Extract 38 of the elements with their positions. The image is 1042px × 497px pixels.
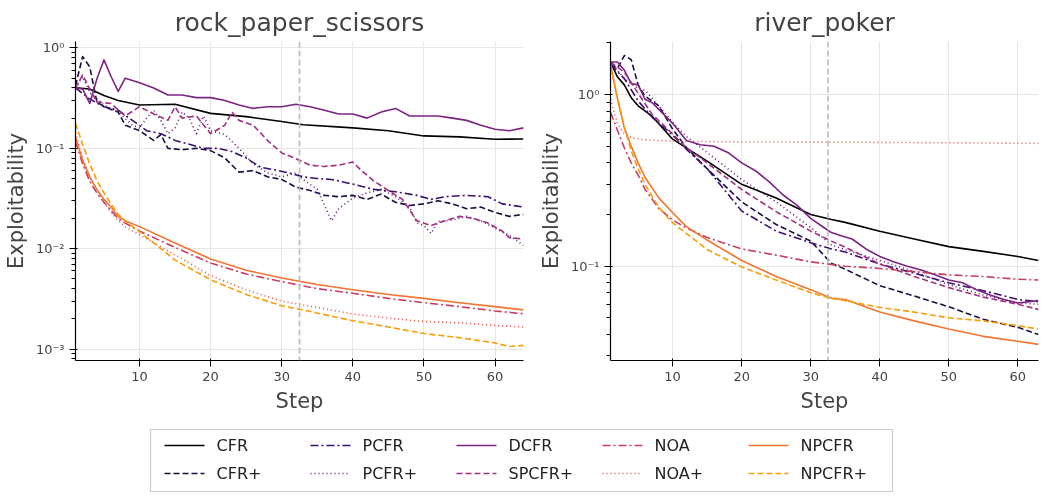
chart-title: river_poker bbox=[754, 7, 896, 37]
x-tick-label: 60 bbox=[486, 368, 504, 384]
x-tick-label: 10 bbox=[131, 368, 148, 384]
y-tick-label: 10⁻² bbox=[35, 241, 65, 257]
line-series bbox=[75, 87, 524, 141]
y-tick-label: 10⁰ bbox=[42, 40, 65, 56]
line-series bbox=[610, 111, 1039, 281]
legend-label: PCFR bbox=[362, 436, 404, 455]
legend-label: NPCFR+ bbox=[800, 464, 868, 483]
legend-label: CFR bbox=[216, 436, 248, 455]
line-series bbox=[75, 59, 524, 132]
x-tick-label: 30 bbox=[802, 368, 819, 384]
x-axis-title: Step bbox=[275, 388, 324, 413]
line-series bbox=[75, 87, 524, 208]
legend-label: CFR+ bbox=[216, 464, 262, 483]
x-tick-label: 40 bbox=[871, 368, 888, 384]
x-tick-label: 40 bbox=[344, 368, 362, 384]
x-tick-label: 20 bbox=[202, 368, 219, 384]
legend-label: NPCFR bbox=[800, 436, 854, 455]
x-tick-label: 10 bbox=[664, 368, 681, 384]
y-tick-label: 10⁰ bbox=[577, 87, 600, 103]
y-axis-title: Exploitability bbox=[3, 132, 28, 270]
x-tick-label: 30 bbox=[273, 368, 290, 384]
x-tick-label: 20 bbox=[733, 368, 750, 384]
chart-title: rock_paper_scissors bbox=[174, 7, 425, 37]
x-tick-label: 60 bbox=[1009, 368, 1027, 384]
x-tick-label: 50 bbox=[415, 368, 433, 384]
legend-label: DCFR bbox=[508, 436, 553, 455]
x-tick-label: 50 bbox=[940, 368, 958, 384]
y-tick-label: 10⁻¹ bbox=[570, 258, 600, 274]
y-tick-label: 10⁻¹ bbox=[35, 140, 65, 156]
y-axis-title: Exploitability bbox=[538, 132, 563, 270]
legend-label: NOA bbox=[654, 436, 690, 455]
legend-label: NOA+ bbox=[654, 464, 704, 483]
y-tick-label: 10⁻³ bbox=[35, 341, 65, 357]
x-axis-title: Step bbox=[800, 388, 849, 413]
legend-label: PCFR+ bbox=[362, 464, 418, 483]
legend-label: SPCFR+ bbox=[508, 464, 574, 483]
